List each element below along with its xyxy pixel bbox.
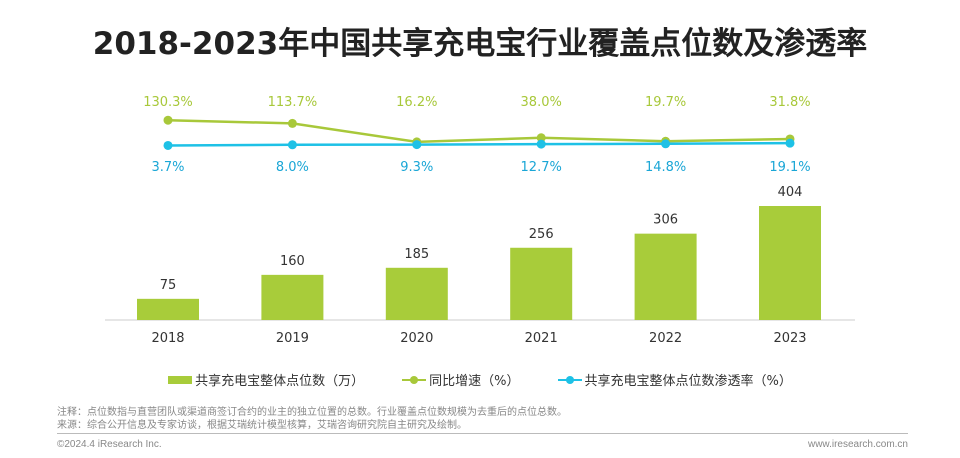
penetration-point: [536, 139, 546, 149]
x-tick-label: 2023: [773, 331, 806, 346]
growth-label: 16.2%: [396, 95, 437, 110]
footnotes: 注释：点位数指与直营团队或渠道商签订合约的业主的独立位置的总数。行业覆盖点位数规…: [57, 406, 567, 432]
x-tick-label: 2019: [276, 331, 309, 346]
bar: [385, 267, 448, 320]
x-tick-label: 2020: [400, 331, 433, 346]
copyright: ©2024.4 iResearch Inc.: [57, 439, 162, 450]
bar-label: 404: [778, 185, 803, 200]
bar-label: 306: [653, 213, 678, 228]
growth-label: 113.7%: [268, 95, 318, 110]
penetration-label: 3.7%: [151, 160, 184, 175]
penetration-point: [287, 140, 297, 150]
divider: [57, 433, 908, 434]
penetration-point: [163, 140, 173, 150]
legend: 共享充电宝整体点位数（万） 同比增速（%） 共享充电宝整体点位数渗透率（%）: [0, 370, 960, 389]
source-text: 来源：综合公开信息及专家访谈，根据艾瑞统计模型核算，艾瑞咨询研究院自主研究及绘制…: [57, 420, 467, 431]
legend-label: 共享充电宝整体点位数渗透率（%）: [584, 374, 792, 389]
website: www.iresearch.com.cn: [807, 439, 908, 450]
penetration-label: 9.3%: [400, 160, 433, 175]
bar: [261, 274, 324, 320]
x-tick-label: 2018: [151, 331, 184, 346]
penetration-label: 19.1%: [769, 160, 810, 175]
chart-svg: 75 2018 160 2019 185 2020 256 2021 306 2022 404 202…: [105, 95, 855, 346]
penetration-label: 8.0%: [276, 160, 309, 175]
growth-line: [167, 118, 791, 144]
legend-label: 同比增速（%）: [429, 374, 520, 389]
penetration-point: [785, 138, 795, 148]
growth-label: 19.7%: [645, 95, 686, 110]
bar: [759, 206, 821, 320]
growth-label: 130.3%: [143, 95, 193, 110]
legend-item-penetration: 共享充电宝整体点位数渗透率（%）: [557, 370, 792, 389]
legend-item-bar: 共享充电宝整体点位数（万）: [168, 370, 364, 389]
legend-item-growth: 同比增速（%）: [402, 370, 520, 389]
note-text: 注释：点位数指与直营团队或渠道商签订合约的业主的独立位置的总数。行业覆盖点位数规…: [57, 407, 567, 418]
growth-label: 38.0%: [521, 95, 562, 110]
legend-swatch-bar: [168, 375, 193, 384]
growth-point: [287, 118, 297, 128]
penetration-label: 12.7%: [521, 160, 562, 175]
penetration-line: [167, 141, 791, 147]
growth-point: [163, 115, 173, 125]
growth-point: [536, 133, 546, 143]
bar-label: 256: [529, 227, 554, 242]
penetration-point: [412, 140, 422, 150]
bar-label: 160: [280, 254, 305, 269]
legend-label: 共享充电宝整体点位数（万）: [195, 374, 365, 389]
penetration-label: 14.8%: [645, 160, 686, 175]
legend-swatch-growth: [402, 375, 427, 384]
x-tick-label: 2022: [649, 331, 682, 346]
bar-label: 75: [160, 278, 177, 293]
chart-title: 2018-2023年中国共享充电宝行业覆盖点位数及渗透率: [92, 26, 868, 62]
bar: [510, 247, 573, 320]
penetration-point: [661, 139, 671, 149]
growth-label: 31.8%: [769, 95, 810, 110]
legend-swatch-penetration: [557, 375, 582, 384]
bar: [137, 298, 199, 320]
bar-label: 185: [404, 247, 429, 262]
bar: [634, 233, 697, 320]
x-tick-label: 2021: [525, 331, 558, 346]
